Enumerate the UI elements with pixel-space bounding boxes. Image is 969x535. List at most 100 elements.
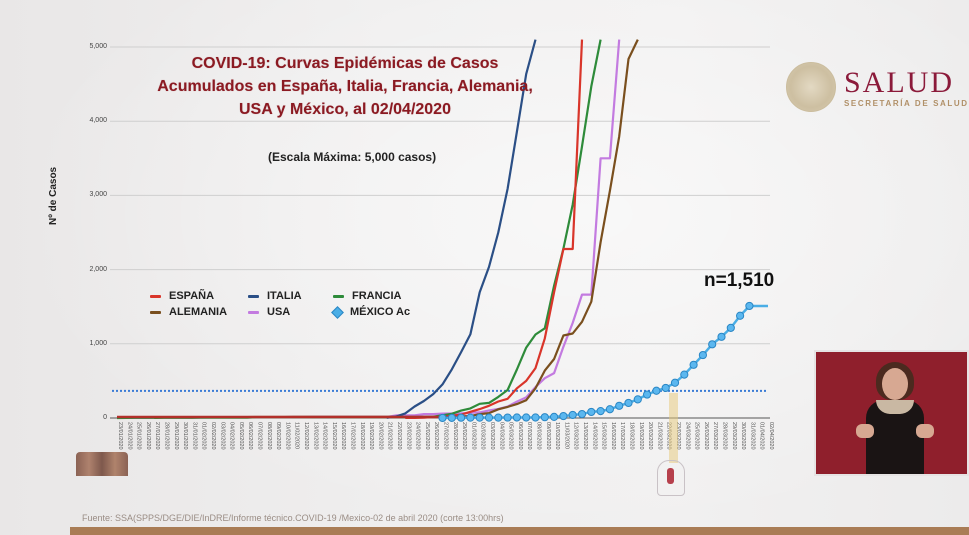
mexico-total-annotation: n=1,510 xyxy=(704,270,775,291)
x-tick-label: 23/02/2020 xyxy=(405,422,411,450)
x-tick-label: 16/03/2020 xyxy=(610,422,616,450)
x-tick-label: 06/02/2020 xyxy=(247,422,253,450)
x-tick-label: 28/02/2020 xyxy=(452,422,458,450)
x-tick-label: 28/03/2020 xyxy=(722,422,728,450)
x-tick-label: 11/03/2020 xyxy=(563,422,569,449)
x-tick-label: 08/02/2020 xyxy=(266,422,272,450)
x-tick-label: 26/02/2020 xyxy=(433,422,439,450)
x-tick-label: 12/03/2020 xyxy=(573,422,579,450)
interpreter-left-hand xyxy=(856,424,874,438)
legend-item-italia: ITALIA xyxy=(248,290,302,302)
mexico-data-point xyxy=(540,413,549,422)
chart-title-line-3: USA y México, al 02/04/2020 xyxy=(239,101,451,118)
highlight-date-band xyxy=(669,393,678,463)
x-tick-label: 24/01/2020 xyxy=(126,422,132,450)
x-tick-label: 15/03/2020 xyxy=(601,422,607,450)
x-tick-label: 25/01/2020 xyxy=(136,422,142,450)
y-tick-label: 2,000 xyxy=(89,265,107,273)
x-tick-label: 20/03/2020 xyxy=(647,422,653,450)
series-line-italia xyxy=(386,39,537,419)
mexico-data-point xyxy=(615,401,624,410)
x-tick-label: 23/03/2020 xyxy=(675,422,681,450)
y-axis-label: Nº de Casos xyxy=(48,166,59,225)
mexico-data-point xyxy=(577,409,587,419)
legend-swatch-francia xyxy=(333,294,344,298)
mexico-data-point xyxy=(633,395,642,404)
mexico-data-point xyxy=(531,413,540,422)
x-tick-label: 02/04/2020 xyxy=(768,422,774,450)
x-tick-label: 01/03/2020 xyxy=(470,422,476,450)
legend-item-alemania: ALEMANIA xyxy=(150,306,227,318)
interpreter-collar xyxy=(876,400,914,414)
y-tick-label: 4,000 xyxy=(89,117,107,125)
x-tick-label: 13/02/2020 xyxy=(312,422,318,450)
x-tick-label: 09/03/2020 xyxy=(545,422,551,450)
legend-item-usa: USA xyxy=(248,306,290,318)
x-tick-label: 29/01/2020 xyxy=(173,422,179,450)
mexico-data-point xyxy=(484,413,494,422)
x-tick-label: 20/02/2020 xyxy=(377,422,383,450)
legend-label-mexico: MÉXICO Ac xyxy=(350,306,411,318)
x-tick-label: 13/03/2020 xyxy=(582,422,588,450)
brand-subtitle: SECRETARÍA DE SALUD xyxy=(844,98,969,108)
source-footer: Fuente: SSA(SPPS/DGE/DIE/InDRE/Informe t… xyxy=(82,513,504,523)
x-tick-label: 24/02/2020 xyxy=(415,422,421,450)
x-tick-label: 10/03/2020 xyxy=(554,422,560,450)
x-tick-label: 30/01/2020 xyxy=(182,422,188,450)
x-tick-label: 26/03/2020 xyxy=(703,422,709,450)
x-tick-label: 27/02/2020 xyxy=(443,422,449,450)
x-tick-label: 05/02/2020 xyxy=(238,422,244,450)
x-tick-label: 07/02/2020 xyxy=(257,422,263,450)
mexico-data-point xyxy=(689,360,698,369)
x-tick-label: 05/03/2020 xyxy=(508,422,514,450)
mexico-data-point xyxy=(512,413,522,422)
x-tick-label: 18/02/2020 xyxy=(359,422,365,450)
mexico-data-point xyxy=(522,413,531,422)
mexico-data-point xyxy=(466,413,475,422)
mexico-data-point xyxy=(652,386,661,395)
brand-name: SALUD xyxy=(844,65,955,99)
x-tick-label: 04/02/2020 xyxy=(229,422,235,450)
brand-text: SALUD SECRETARÍA DE SALUD xyxy=(844,65,969,108)
mexico-data-point xyxy=(670,378,680,387)
x-tick-label: 19/03/2020 xyxy=(638,422,644,450)
x-tick-label: 22/03/2020 xyxy=(666,422,672,450)
legend-label-usa: USA xyxy=(267,306,291,318)
x-tick-label: 19/02/2020 xyxy=(368,422,374,450)
legend-label-francia: FRANCIA xyxy=(352,290,402,302)
mexico-data-point xyxy=(717,332,726,341)
mexico-data-point xyxy=(438,413,447,423)
x-tick-label: 09/02/2020 xyxy=(275,422,281,450)
y-tick-label: 0 xyxy=(103,414,107,421)
mexico-data-point xyxy=(698,350,708,360)
legend-item-mexico: MÉXICO Ac xyxy=(331,305,411,319)
x-tick-label: 03/03/2020 xyxy=(489,422,495,450)
x-tick-label: 21/03/2020 xyxy=(656,422,662,450)
x-tick-label: 27/01/2020 xyxy=(154,422,160,450)
x-tick-label: 08/03/2020 xyxy=(536,422,542,450)
x-tick-label: 03/02/2020 xyxy=(219,422,225,450)
x-tick-label: 31/03/2020 xyxy=(749,422,755,450)
mexico-data-point xyxy=(587,407,596,417)
x-tick-label: 29/02/2020 xyxy=(461,422,467,450)
x-tick-label: 12/02/2020 xyxy=(303,422,309,450)
x-tick-label: 26/01/2020 xyxy=(145,422,151,450)
mexico-data-point xyxy=(726,323,735,332)
x-tick-label: 16/02/2020 xyxy=(340,422,346,450)
x-tick-label: 06/03/2020 xyxy=(517,422,523,450)
y-tick-label: 1,000 xyxy=(89,339,107,347)
x-tick-label: 11/02/2020 xyxy=(294,422,300,449)
x-tick-label: 17/03/2020 xyxy=(619,422,625,450)
mexico-data-point xyxy=(624,398,633,408)
chart-subtitle: (Escala Máxima: 5,000 casos) xyxy=(268,150,437,164)
chart-title: COVID-19: Curvas Epidémicas de Casos Acu… xyxy=(145,52,545,121)
mexico-data-point xyxy=(559,411,568,421)
mexico-data-point xyxy=(475,413,484,422)
legend-swatch-italia xyxy=(248,294,259,298)
mexico-data-point xyxy=(494,413,503,422)
figure-marker-icon xyxy=(657,460,685,496)
legend-item-espana: ESPAÑA xyxy=(150,290,214,302)
sign-language-interpreter-video xyxy=(814,350,969,476)
x-tick-label: 21/02/2020 xyxy=(387,422,393,450)
footer-bar xyxy=(70,527,969,535)
